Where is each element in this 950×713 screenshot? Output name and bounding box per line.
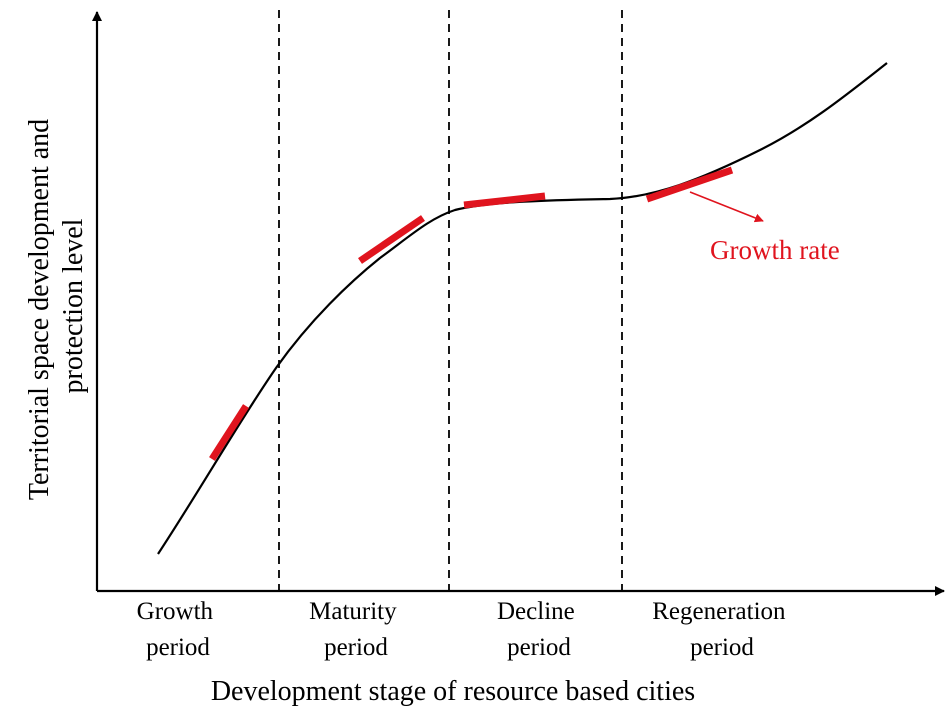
stage-label-decline: Decline period: [497, 598, 581, 661]
growth-rate-tangent-growth: [209, 404, 249, 461]
stage-label-regeneration: Regeneration period: [652, 598, 792, 661]
development-curve: [157, 62, 888, 555]
stage-label-decline-line2: period: [507, 634, 571, 661]
y-axis-title-line1: Territorial space development and: [24, 119, 55, 500]
x-axis-title: Development stage of resource based citi…: [211, 676, 695, 707]
stage-label-maturity-line2: period: [324, 634, 388, 661]
stage-label-maturity-line1: Maturity: [309, 598, 397, 625]
stage-label-decline-line1: Decline: [497, 598, 575, 625]
y-axis-title: Territorial space development and protec…: [24, 112, 89, 500]
growth-rate-tangent-maturity: [358, 215, 425, 264]
growth-rate-arrow: [689, 191, 764, 223]
stage-label-growth-line1: Growth: [137, 598, 214, 625]
y-axis-title-line2: protection level: [58, 218, 89, 393]
svg-text:Territorial space development: Territorial space development and protec…: [24, 112, 89, 500]
growth-rate-tangent-regeneration: [645, 166, 734, 203]
growth-rate-tangent-decline: [463, 192, 546, 209]
stage-label-regeneration-line1: Regeneration: [652, 598, 786, 625]
stage-label-growth: Growth period: [137, 598, 220, 661]
stage-label-regeneration-line2: period: [690, 634, 754, 661]
growth-rate-label: Growth rate: [710, 235, 840, 265]
stage-label-maturity: Maturity period: [309, 598, 403, 661]
stage-label-growth-line2: period: [146, 634, 210, 661]
